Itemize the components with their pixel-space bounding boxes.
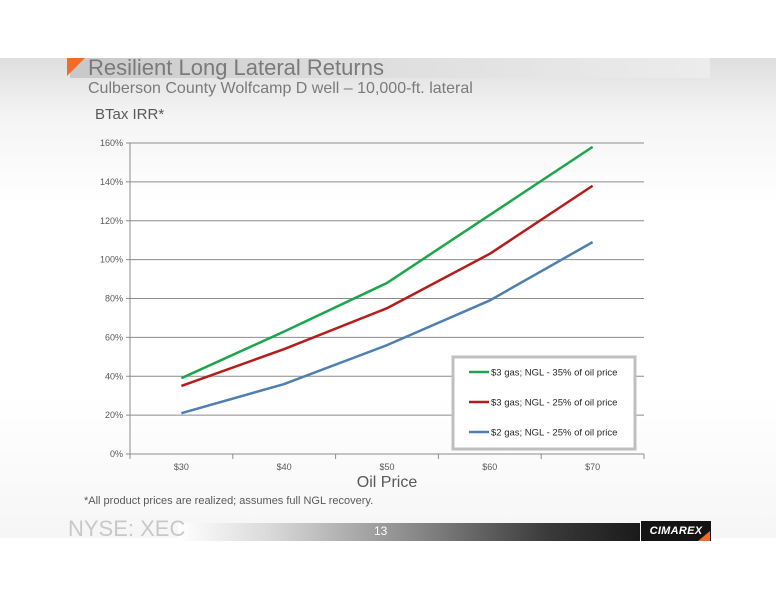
- series-line: [181, 241, 594, 415]
- x-axis-title: Oil Price: [357, 474, 418, 491]
- y-tick-label: 160%: [100, 138, 123, 148]
- logo-accent: [698, 531, 710, 541]
- legend-label: $3 gas; NGL - 25% of oil price: [491, 398, 617, 409]
- y-tick-label: 60%: [105, 332, 123, 342]
- legend-label: $2 gas; NGL - 25% of oil price: [491, 428, 617, 439]
- y-tick-label: 20%: [105, 410, 123, 420]
- footer-bar: [178, 523, 640, 541]
- x-tick-label: $60: [482, 462, 497, 472]
- title-accent: [67, 58, 85, 76]
- x-tick-label: $70: [585, 462, 600, 472]
- title-bar: [70, 58, 710, 78]
- series-line: [180, 184, 594, 388]
- y-tick-label: 80%: [105, 294, 123, 304]
- stock-ticker: NYSE: XEC: [68, 516, 186, 541]
- y-tick-label: 40%: [105, 371, 123, 381]
- page-subtitle: Culberson County Wolfcamp D well – 10,00…: [88, 80, 473, 97]
- y-axis-title: BTax IRR*: [95, 106, 165, 123]
- y-tick-label: 120%: [100, 216, 123, 226]
- y-tick-label: 100%: [100, 255, 123, 265]
- x-tick-label: $30: [174, 462, 189, 472]
- y-tick-label: 0%: [110, 449, 123, 459]
- y-tick-label: 140%: [100, 177, 123, 187]
- x-tick-label: $40: [277, 462, 292, 472]
- x-tick-label: $50: [379, 462, 394, 472]
- legend-label: $3 gas; NGL - 35% of oil price: [491, 368, 617, 379]
- footnote: *All product prices are realized; assume…: [84, 495, 374, 507]
- company-logo: CIMAREX: [641, 521, 711, 541]
- page-title: Resilient Long Lateral Returns: [88, 55, 384, 80]
- page-number: 13: [374, 524, 388, 538]
- series-line: [180, 145, 594, 380]
